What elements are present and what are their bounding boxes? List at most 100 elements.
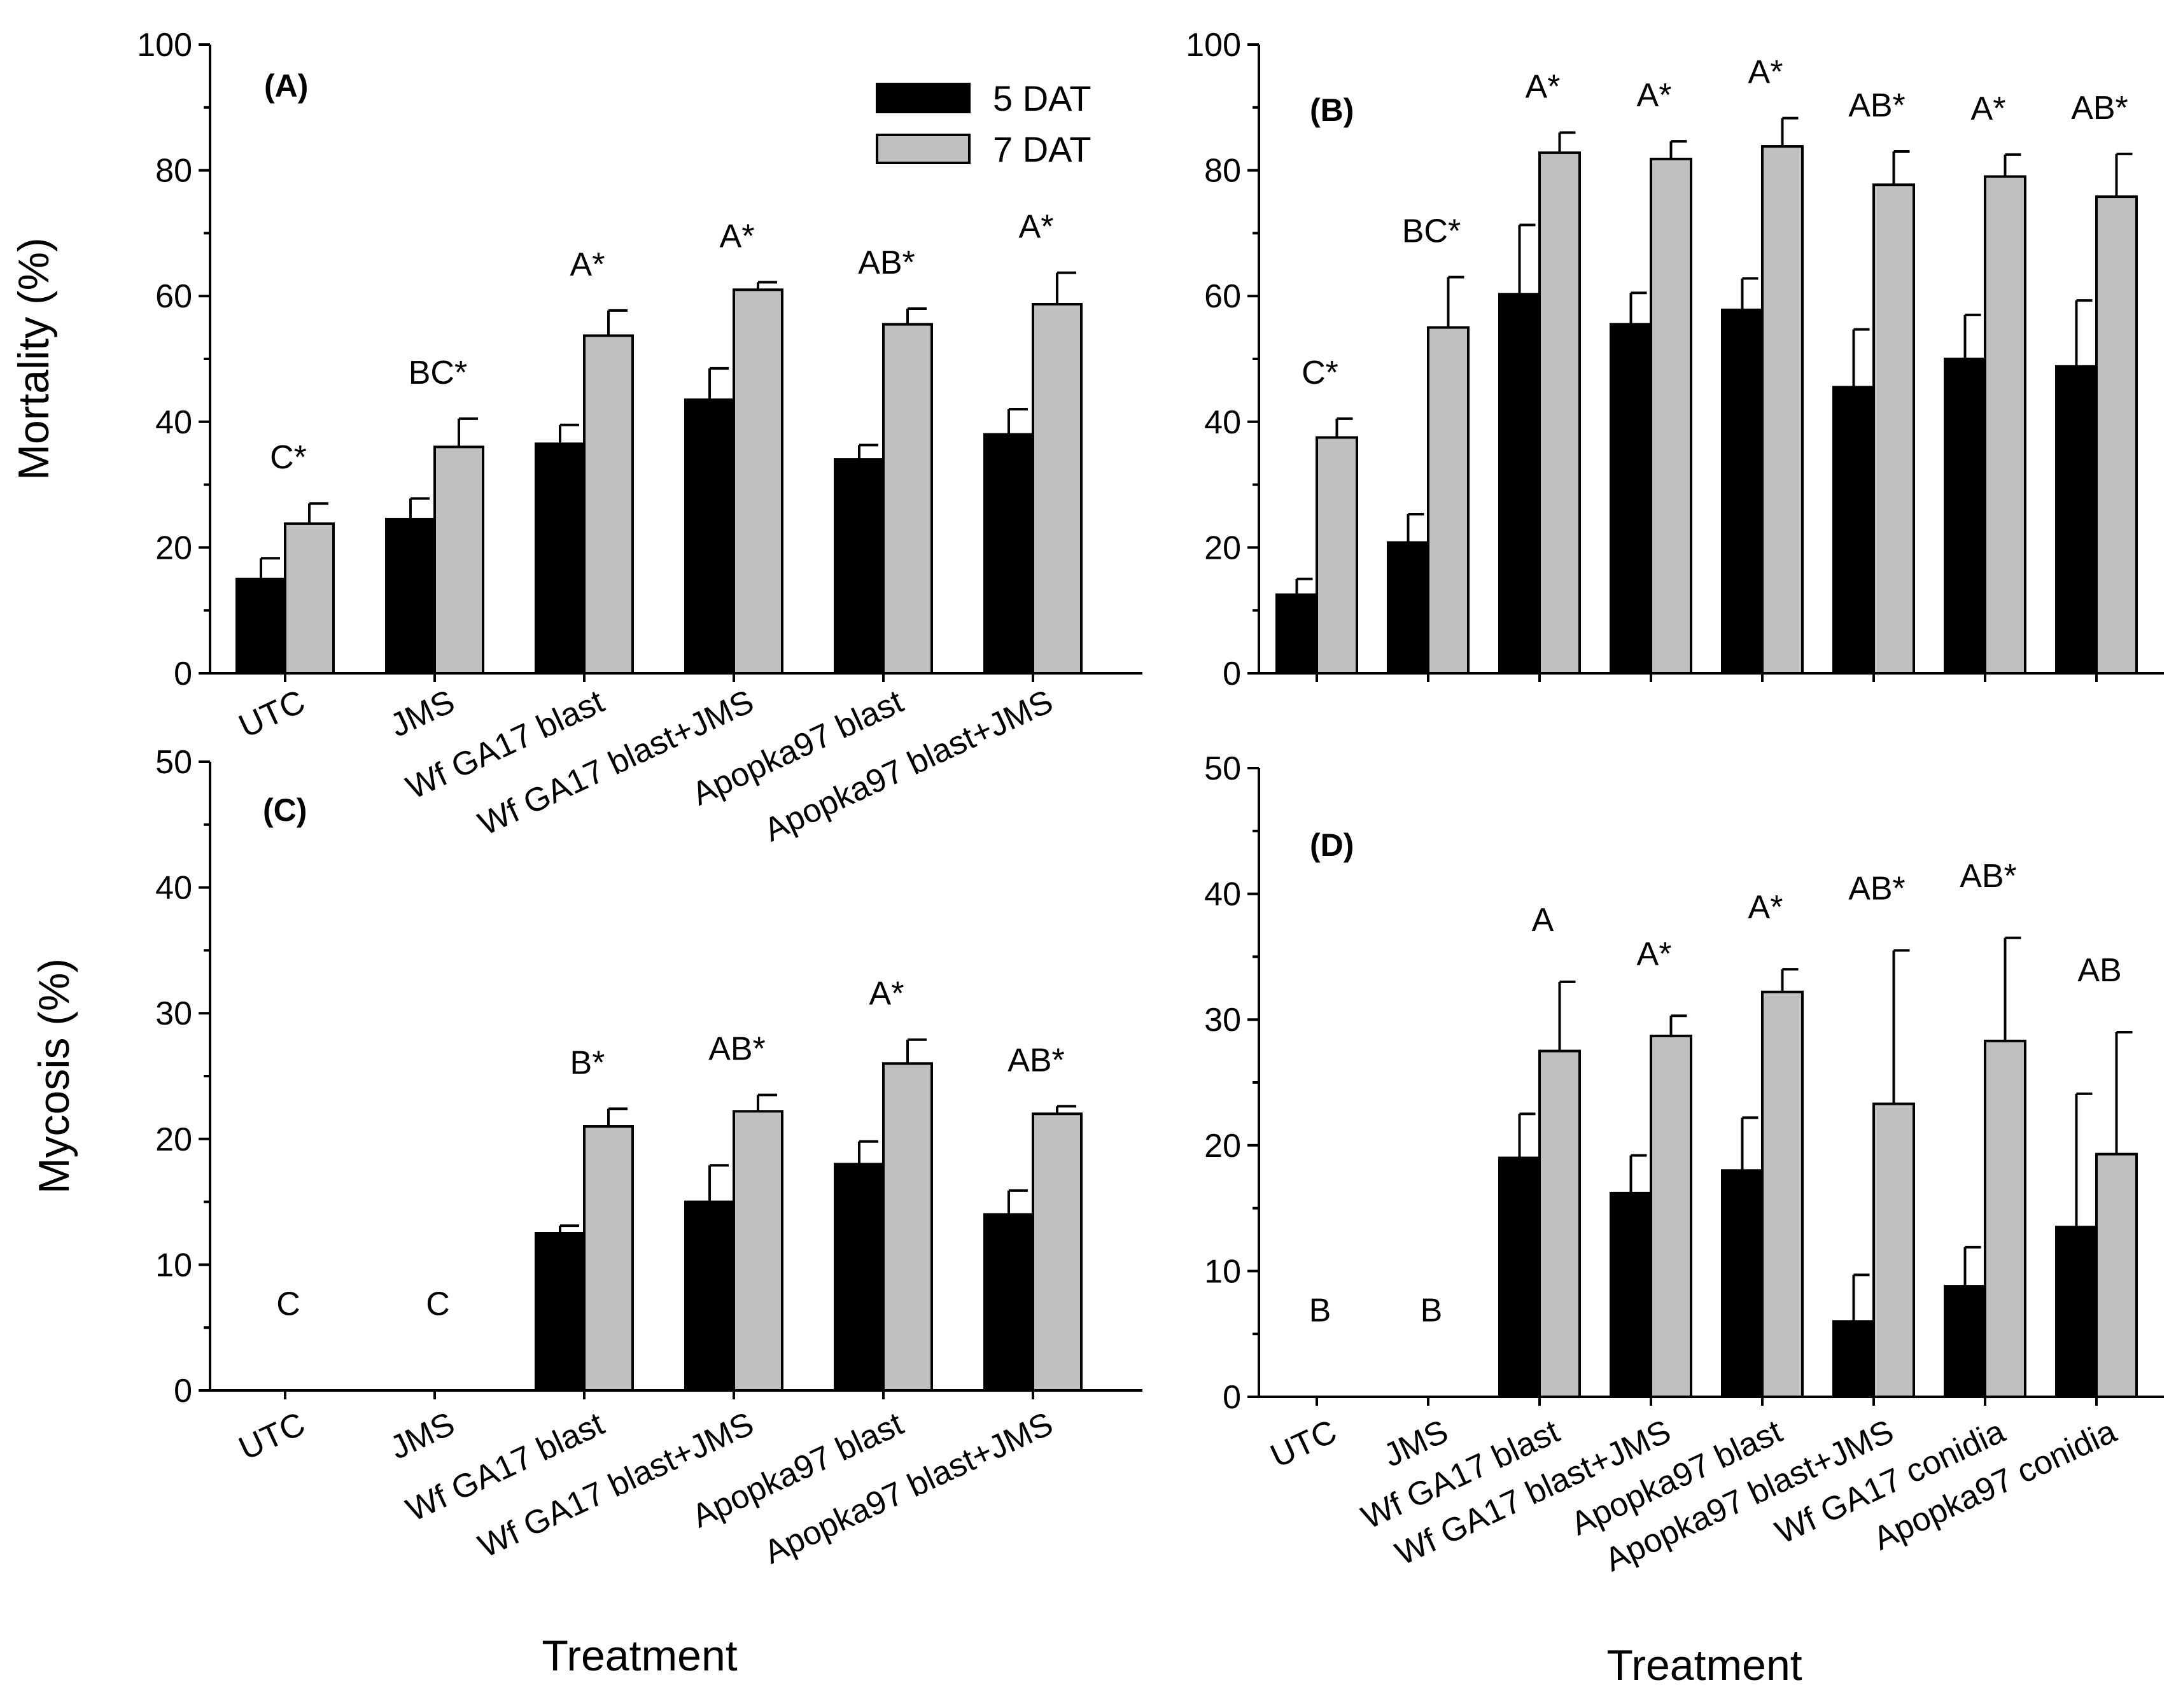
panel-b-sig-label-apopka97-blast-jms: AB*	[1848, 87, 1906, 124]
panel-a-sig-label-apopka97-blast: AB*	[858, 244, 915, 281]
panel-a-bar-7dat-wf-ga17-blast	[583, 334, 634, 675]
panel-a-y-axis-title: Mortality (%)	[10, 237, 58, 480]
panel-c-sig-label-utc: C	[276, 1285, 300, 1322]
panel-a-y-tick-label: 100	[137, 27, 192, 64]
panel-b-bar-7dat-utc	[1316, 436, 1358, 675]
panel-d-bar-5dat-apopka97-blast-jms	[1832, 1320, 1875, 1398]
panel-a-bar-7dat-jms	[433, 445, 484, 675]
panel-c-bar-7dat-apopka97-blast	[882, 1062, 933, 1392]
panel-b-sig-label-utc: C*	[1302, 354, 1338, 391]
panel-a-bar-5dat-wf-ga17-blast	[535, 442, 586, 675]
panel-d-y-tick-label: 20	[1204, 1128, 1241, 1165]
panel-b: 0 20 40 60 80 100 (B) C* BC* A* A* A* AB* A* AB*	[1186, 27, 2164, 692]
panel-a-y-tick-label: 40	[155, 404, 192, 441]
panel-d-sig-label-utc: B	[1309, 1292, 1331, 1329]
panel-b-bar-5dat-apopka97-conidia	[2055, 365, 2098, 675]
panel-d-tag: (D)	[1310, 827, 1354, 863]
panel-b-bar-7dat-wf-ga17-blast	[1538, 151, 1581, 675]
panel-a-bar-5dat-apopka97-blast	[834, 458, 885, 675]
panel-a-y-tick-label: 80	[155, 153, 192, 190]
panel-b-bar-5dat-wf-ga17-blast-jms	[1610, 323, 1652, 675]
panel-c-bar-5dat-apopka97-blast-jms	[983, 1213, 1034, 1392]
panel-a-x-tick-label-jms: JMS	[384, 683, 460, 745]
panel-a-sig-label-jms: BC*	[409, 354, 467, 391]
panel-a-x-tick-label-utc: UTC	[234, 683, 311, 745]
panel-a-x-tick-label-apopka97-blast-jms: Apopka97 blast+JMS	[759, 683, 1058, 849]
panel-a-sig-label-apopka97-blast-jms: A*	[1019, 209, 1054, 246]
legend-label-5dat: 5 DAT	[993, 78, 1092, 118]
panel-a-sig-label-utc: C*	[270, 439, 307, 476]
panel-c-bar-5dat-apopka97-blast	[834, 1163, 885, 1392]
panel-b-sig-label-wf-ga17-blast-jms: A*	[1637, 77, 1672, 114]
panel-b-bar-7dat-apopka97-blast-jms	[1872, 183, 1915, 675]
panel-c-sig-label-jms: C	[426, 1285, 450, 1322]
panel-c-y-tick-label: 40	[155, 870, 192, 907]
panel-c-y-tick-label: 10	[155, 1247, 192, 1284]
panel-c-bar-5dat-wf-ga17-blast	[535, 1232, 586, 1392]
legend-swatch-7dat	[876, 134, 971, 164]
panel-a-tag: (A)	[264, 68, 308, 104]
panel-a-bar-5dat-utc	[235, 577, 286, 675]
panel-b-bar-7dat-apopka97-blast	[1761, 145, 1804, 675]
panel-b-y-tick-label: 80	[1204, 153, 1241, 190]
panel-c-bar-7dat-wf-ga17-blast-jms	[733, 1110, 783, 1392]
legend-swatch-5dat	[876, 83, 971, 113]
panel-c: 0 10 20 30 40 50 Mycosis (%) (C) C UTC C JMS B* Wf GA…	[30, 744, 1142, 1571]
panel-d-sig-label-jms: B	[1421, 1292, 1443, 1329]
panel-b-y-tick-label: 60	[1204, 278, 1241, 315]
panel-d-bar-7dat-wf-ga17-blast-jms	[1650, 1034, 1692, 1398]
panel-b-bar-7dat-apopka97-conidia	[2095, 195, 2138, 675]
panel-c-x-tick-label-wf-ga17-blast-jms: Wf GA17 blast+JMS	[473, 1405, 759, 1565]
panel-c-y-tick-label: 50	[155, 744, 192, 781]
panel-c-tag: (C)	[263, 792, 307, 828]
panel-a-y-tick-label: 0	[174, 655, 192, 692]
panel-b-bar-5dat-utc	[1275, 593, 1318, 675]
panel-d-y-tick-label: 30	[1204, 1002, 1241, 1039]
panel-c-y-axis-title: Mycosis (%)	[30, 958, 78, 1194]
panel-b-bar-5dat-wf-ga17-conidia	[1944, 358, 1986, 675]
panel-c-bar-7dat-wf-ga17-blast	[583, 1125, 634, 1392]
panel-d-y-tick-label: 50	[1204, 750, 1241, 787]
panel-a-sig-label-wf-ga17-blast: A*	[570, 246, 605, 283]
panel-b-bar-7dat-wf-ga17-blast-jms	[1650, 157, 1692, 675]
panel-d-bar-5dat-apopka97-blast	[1721, 1169, 1764, 1398]
panel-c-sig-label-wf-ga17-blast: B*	[570, 1044, 605, 1081]
panel-a-sig-label-wf-ga17-blast-jms: A*	[720, 218, 755, 255]
panel-d-y-tick-label: 40	[1204, 876, 1241, 913]
panel-b-bar-5dat-apopka97-blast-jms	[1832, 386, 1875, 675]
panel-c-y-tick-label: 20	[155, 1121, 192, 1158]
panel-d-bar-7dat-wf-ga17-blast	[1538, 1049, 1581, 1398]
panel-d-sig-label-wf-ga17-blast-jms: A*	[1637, 935, 1672, 972]
panel-c-y-tick-label: 30	[155, 995, 192, 1032]
panel-b-tag: (B)	[1310, 92, 1354, 128]
panel-b-bar-7dat-jms	[1427, 326, 1470, 675]
panel-b-bar-7dat-wf-ga17-conidia	[1984, 175, 2026, 675]
panel-d-sig-label-wf-ga17-blast: A	[1532, 902, 1554, 939]
panel-c-bar-7dat-apopka97-blast-jms	[1032, 1112, 1083, 1392]
panel-a-bar-5dat-jms	[385, 517, 436, 675]
panel-c-y-tick-label: 0	[174, 1373, 192, 1410]
panel-c-sig-label-apopka97-blast: A*	[869, 976, 904, 1012]
panel-d-x-tick-label-utc: UTC	[1265, 1413, 1342, 1475]
panel-a-bar-7dat-apopka97-blast-jms	[1032, 303, 1083, 675]
panel-c-x-tick-label-jms: JMS	[384, 1405, 460, 1467]
panel-a-y-tick-label: 60	[155, 278, 192, 315]
legend: 5 DAT 7 DAT	[876, 78, 1092, 169]
panel-a-y-tick-label: 20	[155, 529, 192, 566]
legend-label-7dat: 7 DAT	[993, 129, 1092, 169]
panel-d-sig-label-apopka97-blast: A*	[1748, 889, 1783, 926]
panel-c-sig-label-wf-ga17-blast-jms: AB*	[708, 1031, 766, 1068]
panel-b-y-tick-label: 100	[1186, 27, 1241, 64]
panel-b-y-tick-label: 40	[1204, 404, 1241, 441]
panel-d-sig-label-apopka97-conidia: AB	[2077, 952, 2121, 989]
panel-d-bar-5dat-apopka97-conidia	[2055, 1226, 2098, 1398]
panel-b-sig-label-apopka97-blast: A*	[1748, 54, 1783, 91]
panel-d-sig-label-wf-ga17-conidia: AB*	[1960, 858, 2017, 895]
panel-b-y-tick-label: 0	[1223, 655, 1241, 692]
panel-d-bar-5dat-wf-ga17-conidia	[1944, 1285, 1986, 1399]
panel-a-bar-7dat-apopka97-blast	[882, 323, 933, 675]
panel-a-x-tick-label-wf-ga17-blast-jms: Wf GA17 blast+JMS	[473, 683, 759, 843]
panel-c-x-tick-label-apopka97-blast-jms: Apopka97 blast+JMS	[759, 1405, 1058, 1571]
panel-d-bar-7dat-apopka97-blast-jms	[1872, 1102, 1915, 1399]
